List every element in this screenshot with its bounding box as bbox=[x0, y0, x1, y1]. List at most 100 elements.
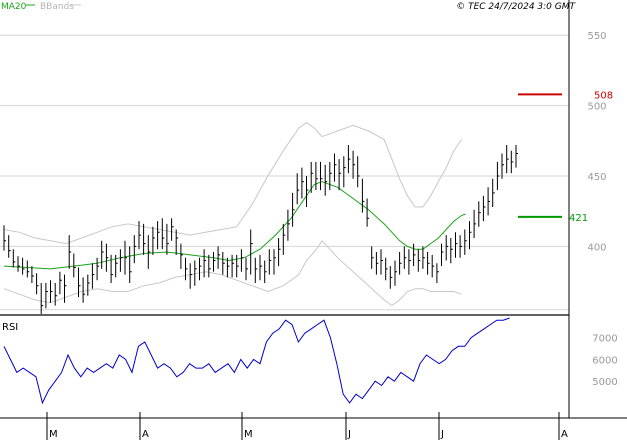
price-bar bbox=[157, 221, 160, 250]
price-bar bbox=[226, 257, 230, 278]
month-label: M bbox=[49, 429, 58, 440]
price-bar bbox=[469, 221, 472, 250]
price-bar bbox=[96, 257, 100, 281]
rsi-axis-tick-labels: 7000 6000 5000 bbox=[592, 334, 617, 389]
price-bar bbox=[473, 209, 477, 238]
price-bar bbox=[17, 256, 20, 272]
price-bar bbox=[445, 235, 449, 261]
price-bar bbox=[478, 201, 481, 227]
price-bar bbox=[282, 223, 286, 255]
price-gridlines bbox=[0, 34, 569, 311]
price-bar bbox=[278, 238, 281, 267]
price-bar bbox=[273, 249, 276, 275]
price-tick-label: 450 bbox=[587, 172, 606, 183]
price-tick-label: 550 bbox=[587, 31, 606, 42]
price-bar bbox=[515, 145, 518, 168]
price-bar bbox=[115, 254, 118, 278]
month-label: A bbox=[561, 429, 568, 440]
price-bar bbox=[8, 235, 11, 258]
price-bar bbox=[385, 257, 388, 281]
price-bar bbox=[464, 229, 467, 255]
price-bar bbox=[78, 267, 81, 298]
price-bar bbox=[59, 271, 62, 295]
price-bar bbox=[450, 238, 453, 264]
price-bar bbox=[36, 273, 39, 295]
price-bar bbox=[64, 274, 67, 303]
price-bar bbox=[431, 254, 435, 278]
price-axis-tick-labels: 550 500 450 400 bbox=[587, 31, 606, 253]
price-bar bbox=[482, 195, 486, 222]
resistance-label: 508 bbox=[594, 90, 613, 101]
price-bar bbox=[413, 243, 416, 267]
price-bar bbox=[375, 252, 379, 275]
price-bar bbox=[45, 283, 48, 309]
price-bar bbox=[213, 252, 216, 272]
price-bar bbox=[492, 178, 495, 207]
price-bar bbox=[73, 253, 76, 278]
price-bar bbox=[175, 229, 179, 255]
price-bar bbox=[22, 257, 25, 275]
price-bar bbox=[138, 221, 141, 250]
price-bar bbox=[217, 246, 221, 269]
rsi-title: RSI bbox=[2, 322, 18, 333]
price-bar bbox=[166, 223, 169, 255]
price-bar bbox=[296, 173, 300, 205]
price-bar bbox=[254, 257, 258, 283]
copyright-text: © TEC 24/7/2024 3:0 GMT bbox=[456, 2, 576, 12]
price-bar bbox=[315, 161, 318, 191]
price-bar bbox=[110, 254, 114, 283]
price-bar bbox=[50, 280, 53, 303]
price-bar bbox=[189, 263, 193, 289]
price-bar bbox=[91, 263, 95, 289]
price-bar bbox=[417, 249, 421, 272]
price-bar bbox=[338, 159, 342, 191]
bbands-lower-line bbox=[3, 240, 462, 307]
price-bar bbox=[301, 167, 304, 199]
price-bar bbox=[399, 252, 402, 275]
price-bar bbox=[366, 198, 370, 227]
price-bar bbox=[240, 249, 244, 272]
price-bar bbox=[427, 252, 430, 275]
price-bar bbox=[208, 254, 211, 278]
month-label: A bbox=[142, 429, 149, 440]
month-label: J bbox=[347, 429, 351, 440]
rsi-tick-label: 5000 bbox=[592, 377, 617, 388]
price-bar bbox=[324, 164, 328, 196]
price-bar bbox=[236, 254, 239, 278]
price-bar bbox=[422, 246, 425, 269]
price-bar bbox=[147, 235, 151, 269]
price-tick-label: 400 bbox=[587, 242, 606, 253]
price-bar bbox=[408, 249, 411, 275]
price-bar bbox=[389, 266, 393, 289]
price-bar bbox=[143, 223, 146, 255]
price-bar bbox=[357, 156, 360, 188]
price-bar bbox=[105, 243, 109, 272]
price-bars bbox=[3, 145, 518, 314]
price-bar bbox=[436, 263, 439, 283]
price-bar bbox=[133, 235, 137, 264]
rsi-tick-label: 7000 bbox=[592, 334, 617, 345]
price-bar bbox=[329, 161, 332, 191]
price-bar bbox=[306, 176, 309, 207]
price-bar bbox=[343, 156, 346, 188]
price-bar bbox=[264, 260, 267, 283]
price-bar bbox=[152, 226, 155, 255]
price-bar bbox=[87, 274, 90, 296]
price-bar bbox=[496, 161, 500, 191]
price-bar bbox=[403, 246, 407, 269]
price-bar bbox=[12, 249, 16, 268]
ma20-line bbox=[3, 181, 466, 270]
price-bar bbox=[231, 254, 235, 278]
price-bar bbox=[506, 145, 509, 174]
price-bar bbox=[487, 187, 491, 216]
price-bar bbox=[194, 260, 197, 286]
price-panel: 550 500 450 400 508 421 bbox=[0, 31, 613, 314]
price-bar bbox=[171, 218, 174, 241]
price-bar bbox=[54, 283, 58, 306]
price-bar bbox=[268, 249, 272, 275]
price-bar bbox=[380, 249, 383, 275]
price-tick-label: 500 bbox=[587, 102, 606, 113]
price-bar bbox=[459, 235, 463, 258]
